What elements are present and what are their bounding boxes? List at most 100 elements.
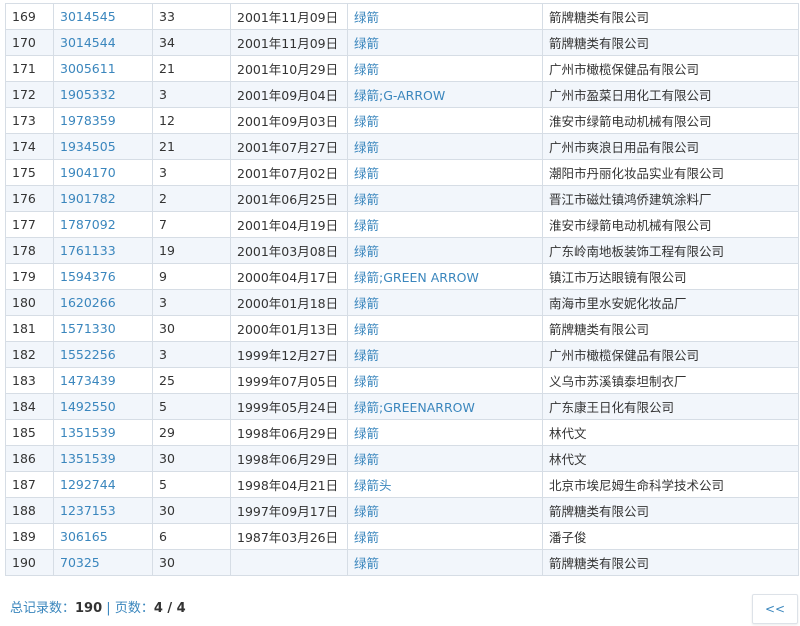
page-count: 4 / 4 <box>153 601 186 616</box>
applicant: 广州市盈菜日用化工有限公司 <box>542 81 799 108</box>
registration-number[interactable]: 1620266 <box>53 289 153 316</box>
applicant: 箭牌糖类有限公司 <box>542 315 799 342</box>
registration-number[interactable]: 1292744 <box>53 471 153 498</box>
row-index: 190 <box>5 549 54 576</box>
row-index: 175 <box>5 159 54 186</box>
table-row: 169 3014545 33 2001年11月09日 绿箭 箭牌糖类有限公司 <box>5 3 799 30</box>
previous-page-button[interactable]: << <box>752 594 798 624</box>
trademark-name[interactable]: 绿箭 <box>347 549 543 576</box>
class: 34 <box>152 29 231 56</box>
class: 12 <box>152 107 231 134</box>
class: 33 <box>152 3 231 30</box>
registration-number[interactable]: 1934505 <box>53 133 153 160</box>
application-date: 2001年07月27日 <box>230 133 348 160</box>
class: 21 <box>152 133 231 160</box>
table-row: 183 1473439 25 1999年07月05日 绿箭 义乌市苏溪镇泰坦制衣厂 <box>5 367 799 394</box>
row-index: 180 <box>5 289 54 316</box>
registration-number[interactable]: 1351539 <box>53 419 153 446</box>
registration-number[interactable]: 1473439 <box>53 367 153 394</box>
row-index: 173 <box>5 107 54 134</box>
class: 2 <box>152 185 231 212</box>
application-date: 1997年09月17日 <box>230 497 348 524</box>
trademark-name[interactable]: 绿箭 <box>347 29 543 56</box>
applicant: 淮安市绿箭电动机械有限公司 <box>542 211 799 238</box>
registration-number[interactable]: 1901782 <box>53 185 153 212</box>
applicant: 广东康王日化有限公司 <box>542 393 799 420</box>
applicant: 南海市里水安妮化妆品厂 <box>542 289 799 316</box>
table-row: 190 70325 30 绿箭 箭牌糖类有限公司 <box>5 549 799 576</box>
total-count: 190 <box>75 601 103 616</box>
registration-number[interactable]: 3005611 <box>53 55 153 82</box>
trademark-name[interactable]: 绿箭 <box>347 289 543 316</box>
application-date: 1999年05月24日 <box>230 393 348 420</box>
trademark-name[interactable]: 绿箭 <box>347 523 543 550</box>
trademark-name[interactable]: 绿箭 <box>347 159 543 186</box>
class: 19 <box>152 237 231 264</box>
registration-number[interactable]: 1787092 <box>53 211 153 238</box>
row-index: 184 <box>5 393 54 420</box>
trademark-name[interactable]: 绿箭 <box>347 133 543 160</box>
table-row: 174 1934505 21 2001年07月27日 绿箭 广州市爽浪日用品有限公司 <box>5 133 799 160</box>
class: 21 <box>152 55 231 82</box>
application-date <box>230 549 348 576</box>
registration-number[interactable]: 1978359 <box>53 107 153 134</box>
row-index: 172 <box>5 81 54 108</box>
trademark-name[interactable]: 绿箭 <box>347 107 543 134</box>
application-date: 1998年06月29日 <box>230 445 348 472</box>
applicant: 晋江市磁灶镇鸿侨建筑涂料厂 <box>542 185 799 212</box>
application-date: 2001年11月09日 <box>230 3 348 30</box>
registration-number[interactable]: 306165 <box>53 523 153 550</box>
registration-number[interactable]: 1552256 <box>53 341 153 368</box>
registration-number[interactable]: 1571330 <box>53 315 153 342</box>
applicant: 箭牌糖类有限公司 <box>542 3 799 30</box>
trademark-name[interactable]: 绿箭 <box>347 237 543 264</box>
trademark-table: 169 3014545 33 2001年11月09日 绿箭 箭牌糖类有限公司 170 3014… <box>5 3 799 576</box>
applicant: 潘子俊 <box>542 523 799 550</box>
registration-number[interactable]: 3014545 <box>53 3 153 30</box>
trademark-name[interactable]: 绿箭头 <box>347 471 543 498</box>
pagination-summary: 总记录数：190 | 页数：4 / 4 <box>10 597 186 616</box>
trademark-name[interactable]: 绿箭;GREEN ARROW <box>347 263 543 290</box>
table-row: 170 3014544 34 2001年11月09日 绿箭 箭牌糖类有限公司 <box>5 29 799 56</box>
table-row: 186 1351539 30 1998年06月29日 绿箭 林代文 <box>5 445 799 472</box>
class: 5 <box>152 393 231 420</box>
trademark-name[interactable]: 绿箭 <box>347 55 543 82</box>
trademark-name[interactable]: 绿箭;GREENARROW <box>347 393 543 420</box>
table-row: 178 1761133 19 2001年03月08日 绿箭 广东岭南地板装饰工程有限公司 <box>5 237 799 264</box>
total-label: 总记录数： <box>10 601 76 616</box>
trademark-name[interactable]: 绿箭 <box>347 211 543 238</box>
trademark-name[interactable]: 绿箭 <box>347 315 543 342</box>
table-row: 185 1351539 29 1998年06月29日 绿箭 林代文 <box>5 419 799 446</box>
table-row: 180 1620266 3 2000年01月18日 绿箭 南海市里水安妮化妆品厂 <box>5 289 799 316</box>
registration-number[interactable]: 1237153 <box>53 497 153 524</box>
registration-number[interactable]: 1761133 <box>53 237 153 264</box>
trademark-name[interactable]: 绿箭 <box>347 3 543 30</box>
application-date: 1987年03月26日 <box>230 523 348 550</box>
registration-number[interactable]: 1594376 <box>53 263 153 290</box>
table-row: 176 1901782 2 2001年06月25日 绿箭 晋江市磁灶镇鸿侨建筑涂料厂 <box>5 185 799 212</box>
application-date: 2001年10月29日 <box>230 55 348 82</box>
trademark-name[interactable]: 绿箭 <box>347 341 543 368</box>
registration-number[interactable]: 1492550 <box>53 393 153 420</box>
trademark-name[interactable]: 绿箭 <box>347 445 543 472</box>
row-index: 176 <box>5 185 54 212</box>
registration-number[interactable]: 3014544 <box>53 29 153 56</box>
registration-number[interactable]: 1905332 <box>53 81 153 108</box>
registration-number[interactable]: 1904170 <box>53 159 153 186</box>
row-index: 182 <box>5 341 54 368</box>
registration-number[interactable]: 70325 <box>53 549 153 576</box>
trademark-name[interactable]: 绿箭 <box>347 185 543 212</box>
applicant: 广东岭南地板装饰工程有限公司 <box>542 237 799 264</box>
application-date: 2000年01月13日 <box>230 315 348 342</box>
row-index: 174 <box>5 133 54 160</box>
trademark-name[interactable]: 绿箭 <box>347 497 543 524</box>
applicant: 林代文 <box>542 419 799 446</box>
application-date: 1998年04月21日 <box>230 471 348 498</box>
registration-number[interactable]: 1351539 <box>53 445 153 472</box>
applicant: 义乌市苏溪镇泰坦制衣厂 <box>542 367 799 394</box>
trademark-name[interactable]: 绿箭;G-ARROW <box>347 81 543 108</box>
trademark-name[interactable]: 绿箭 <box>347 367 543 394</box>
trademark-name[interactable]: 绿箭 <box>347 419 543 446</box>
class: 6 <box>152 523 231 550</box>
applicant: 广州市橄榄保健品有限公司 <box>542 55 799 82</box>
